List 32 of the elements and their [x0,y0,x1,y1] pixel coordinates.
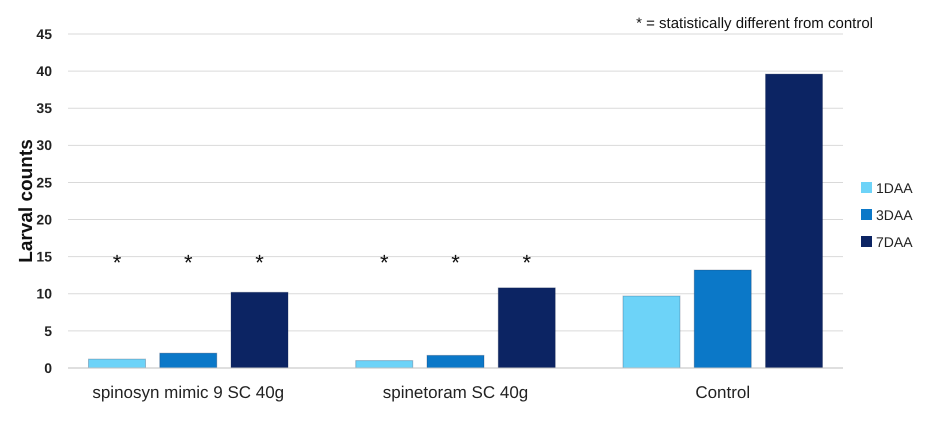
bar [622,296,680,368]
bar [765,74,824,368]
y-axis-title: Larval counts [16,139,37,263]
y-tick-label: 35 [36,100,52,116]
legend-label: 3DAA [876,206,914,223]
legend-label: 7DAA [876,234,914,250]
y-tick-label: 10 [36,286,52,302]
x-tick-label: Control [695,383,750,402]
y-tick-label: 25 [36,174,52,190]
bar [498,287,556,368]
bar [159,352,218,368]
text: * = statistically different from control [636,15,873,32]
y-tick-label: 0 [44,360,52,376]
y-tick-label: 5 [44,322,52,339]
annotation: * [522,250,532,275]
annotation: * [112,250,122,275]
y-tick-label: 15 [36,248,52,265]
bar [426,354,485,368]
annotation: * [380,250,389,275]
x-tick-label: spinosyn mimic 9 SC 40g [92,383,284,402]
bar [694,270,752,368]
y-tick-label: 45 [36,26,52,42]
annotation: * [451,250,460,275]
y-tick-label: 30 [36,137,52,154]
annotation: * [184,250,193,275]
x-tick-label: spinetoram SC 40g [382,383,528,402]
y-tick-label: 20 [36,211,52,228]
bar [230,292,289,368]
annotation: * [255,250,264,275]
y-tick-label: 40 [36,63,52,80]
legend-label: 1DAA [876,180,914,196]
bar [88,358,146,368]
